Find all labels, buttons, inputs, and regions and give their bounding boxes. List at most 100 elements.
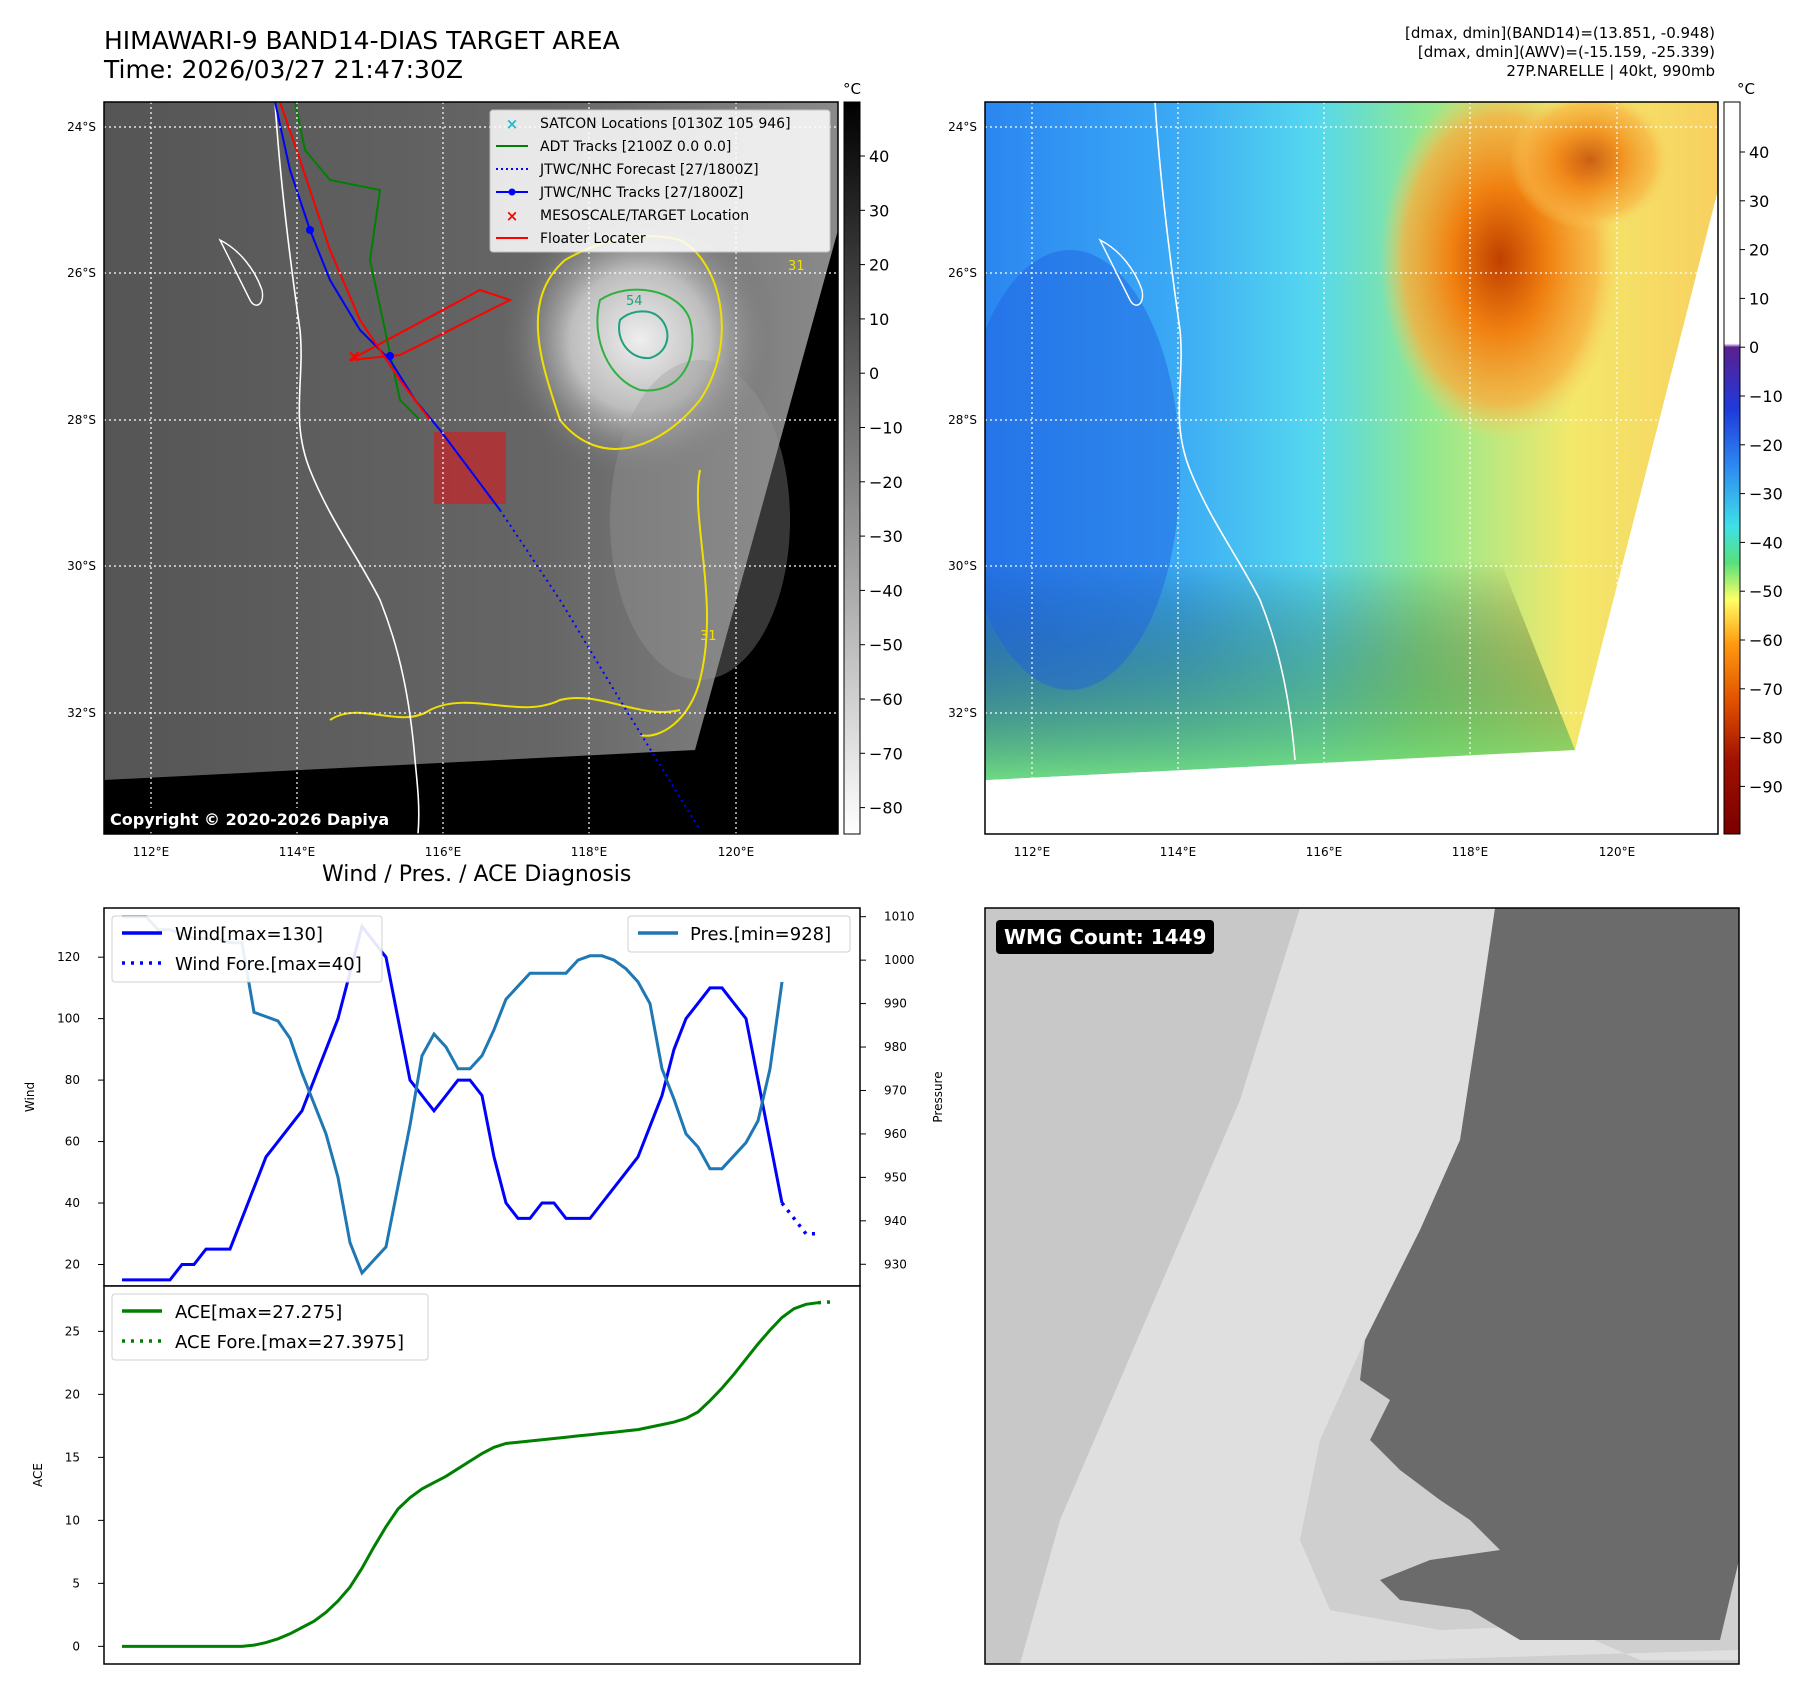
lat-tick-label: 24°S: [67, 120, 96, 134]
colorbar-tick-label: −60: [869, 690, 903, 709]
map-awv-dry-region: [985, 250, 1180, 690]
info-line-2: [dmax, dmin](AWV)=(-15.159, -25.339): [1417, 43, 1715, 61]
title-line-2: Time: 2026/03/27 21:47:30Z: [104, 55, 463, 84]
map-awv-moist-north: [1510, 102, 1670, 230]
colorbar-tick-label: −50: [869, 636, 903, 655]
y-tick-label: 120: [57, 950, 80, 964]
y-tick-label: 5: [72, 1576, 80, 1590]
diagnosis-title: Wind / Pres. / ACE Diagnosis: [322, 862, 632, 887]
lon-tick-label: 112°E: [1014, 845, 1051, 859]
lon-tick-label: 114°E: [279, 845, 316, 859]
colorbar-band14-ticks: 40 30 20 10 0 −10 −20 −30 −40 −50 −60 −70 −80: [860, 147, 903, 818]
wmg-count-badge: WMG Count: 1449: [996, 920, 1215, 954]
wmg-dark-region: [1360, 908, 1739, 1640]
map-legend-box: [489, 109, 831, 253]
adt-track: [294, 102, 421, 421]
contour-green: [596, 288, 694, 392]
colorbar-tick-label: −50: [1749, 582, 1783, 601]
colorbar-tick-label: −90: [1749, 777, 1783, 796]
lat-tick-label: 26°S: [67, 266, 96, 280]
map-awv-south: [985, 560, 1575, 780]
colorbar-tick-label: 30: [869, 201, 889, 220]
wind-axis-label: Wind: [23, 1082, 37, 1112]
y2-tick-label: 950: [884, 1170, 907, 1184]
contour-teal: [618, 310, 669, 360]
colorbar-tick-label: −40: [1749, 533, 1783, 552]
wind-series-line: [122, 923, 784, 1282]
coastline-awv: [1154, 102, 1296, 761]
y2-tick-label: 970: [884, 1083, 907, 1097]
wind-legend: Wind[max=130] Wind Fore.[max=40]: [111, 915, 383, 983]
map-awv-frame: [984, 101, 1719, 835]
ace-legend-label: ACE[max=27.275]: [175, 1302, 342, 1323]
pressure-axis-label: Pressure: [931, 1071, 945, 1122]
map-legend: × SATCON Locations [0130Z 105 946] ADT Tra…: [489, 109, 831, 253]
map-legend-label: ADT Tracks [2100Z 0.0 0.0]: [540, 139, 731, 155]
lat-tick-label: 28°S: [67, 413, 96, 427]
wind-fore-legend-label: Wind Fore.[max=40]: [175, 954, 362, 975]
map-legend-marker: ×: [506, 207, 519, 225]
y-tick-label: 100: [57, 1012, 80, 1026]
colorbar-awv-unit: °C: [1737, 80, 1755, 98]
y-tick-label: 10: [65, 1513, 80, 1527]
copyright-label: Copyright © 2020-2026 Dapiya: [104, 808, 396, 831]
lat-tick-label: 30°S: [948, 559, 977, 573]
y2-tick-label: 990: [884, 997, 907, 1011]
wmg-mid-band: [985, 908, 1300, 1664]
lon-tick-label: 120°E: [1599, 845, 1636, 859]
lat-tick-label: 32°S: [948, 706, 977, 720]
colorbar-tick-label: −10: [1749, 387, 1783, 406]
y2-tick-label: 960: [884, 1127, 907, 1141]
colorbar-tick-label: −40: [869, 581, 903, 600]
map-legend-label: SATCON Locations [0130Z 105 946]: [540, 116, 791, 132]
colorbar-tick-label: −30: [869, 527, 903, 546]
lat-tick-label: 24°S: [948, 120, 977, 134]
wind-forecast-line: [780, 1201, 818, 1236]
colorbar-tick-label: −10: [869, 419, 903, 438]
map-legend-dot: [508, 188, 516, 196]
y-tick-label: 80: [65, 1073, 80, 1087]
map-legend-marker: ×: [506, 115, 519, 133]
ace-legend-box: [111, 1293, 429, 1361]
info-line-1: [dmax, dmin](BAND14)=(13.851, -0.948): [1404, 24, 1715, 42]
cloud-mass: [500, 200, 780, 480]
colorbar-tick-label: 0: [1749, 338, 1759, 357]
jtwc-track: [274, 102, 501, 511]
colorbar-tick-label: −60: [1749, 631, 1783, 650]
colorbar-tick-label: 20: [869, 256, 889, 275]
coastline-bay-awv: [1098, 238, 1144, 306]
coastline: [274, 102, 420, 834]
colorbar-tick-label: −20: [869, 473, 903, 492]
wmg-panel: [984, 907, 1740, 1665]
coastline-bay: [218, 238, 264, 306]
y-tick-label: 60: [65, 1135, 80, 1149]
y2-tick-label: 1010: [884, 910, 915, 924]
colorbar-tick-label: −30: [1749, 485, 1783, 504]
jtwc-point-1: [306, 226, 314, 234]
map-legend-label: MESOSCALE/TARGET Location: [540, 208, 749, 224]
y-tick-label: 0: [72, 1639, 80, 1653]
map-legend-label: JTWC/NHC Tracks [27/1800Z]: [539, 185, 743, 201]
contour-label-1: 54: [626, 294, 643, 309]
ace-axis-ticks: 0 5 10 15 20 25: [65, 1324, 104, 1653]
y2-tick-label: 930: [884, 1257, 907, 1271]
pres-legend-label: Pres.[min=928]: [690, 924, 831, 945]
y-tick-label: 20: [65, 1387, 80, 1401]
colorbar-tick-label: 10: [1749, 289, 1769, 308]
pres-legend-box: [627, 915, 851, 953]
y-tick-label: 15: [65, 1450, 80, 1464]
contour-yellow-south: [639, 469, 709, 737]
title-line-1: HIMAWARI-9 BAND14-DIAS TARGET AREA: [104, 26, 620, 55]
map-awv: [985, 102, 1718, 834]
figure-title: HIMAWARI-9 BAND14-DIAS TARGET AREA Time: …: [104, 26, 620, 84]
colorbar-tick-label: −80: [869, 799, 903, 818]
lon-tick-label: 116°E: [1306, 845, 1343, 859]
map-awv-grid: [985, 102, 1718, 834]
colorbar-tick-label: 0: [869, 364, 879, 383]
ace-series-line: [122, 1301, 819, 1648]
target-box: [434, 432, 506, 504]
map-band14: 54 31 31 ×: [104, 102, 838, 834]
wind-axis-ticks: 20 40 60 80 100 120: [57, 950, 104, 1271]
